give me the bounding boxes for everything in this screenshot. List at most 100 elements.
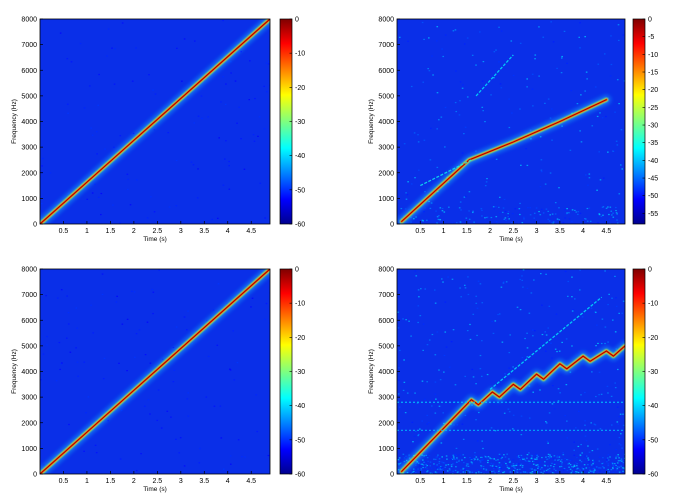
noise-speck — [468, 191, 471, 193]
noise-speck — [495, 158, 498, 160]
noise-speck — [554, 348, 557, 350]
noise-speck — [467, 463, 469, 465]
noise-speck — [573, 449, 576, 451]
noise-speck — [175, 159, 178, 162]
noise-speck — [568, 218, 571, 220]
noise-speck — [103, 357, 106, 359]
noise-speck — [554, 459, 556, 461]
noise-speck — [471, 471, 474, 473]
noise-speck — [534, 453, 537, 456]
noise-speck — [601, 206, 604, 208]
noise-speck — [564, 217, 567, 219]
noise-speck — [467, 293, 470, 296]
noise-speck — [479, 31, 481, 33]
noise-speck — [424, 288, 427, 290]
noise-speck — [53, 218, 55, 220]
x-tick-label: 1.5 — [106, 228, 116, 235]
noise-speck — [610, 35, 612, 37]
y-tick-label: 1000 — [378, 446, 394, 453]
noise-speck — [402, 453, 405, 455]
noise-speck — [597, 222, 599, 224]
noise-speck — [240, 138, 242, 140]
noise-speck — [454, 384, 457, 386]
noise-speck — [421, 219, 424, 221]
noise-speck — [611, 297, 613, 299]
noise-speck — [479, 354, 482, 357]
noise-speck — [481, 456, 483, 459]
noise-speck — [499, 83, 502, 85]
noise-speck — [114, 48, 116, 50]
noise-speck — [621, 447, 623, 449]
noise-speck — [79, 42, 82, 45]
noise-speck — [576, 102, 579, 105]
noise-speck — [83, 450, 85, 452]
noise-speck — [168, 206, 171, 208]
noise-speck — [144, 354, 147, 356]
noise-speck — [553, 462, 556, 464]
noise-speck — [495, 216, 498, 218]
noise-speck — [467, 276, 469, 278]
noise-speck — [426, 381, 428, 383]
noise-speck — [461, 459, 463, 461]
noise-speck — [147, 399, 150, 401]
noise-speck — [494, 320, 497, 322]
noise-speck — [563, 467, 566, 470]
noise-speck — [580, 461, 583, 463]
noise-speck — [428, 37, 430, 39]
noise-speck — [456, 458, 459, 460]
noise-speck — [537, 467, 539, 470]
noise-speck — [550, 342, 552, 344]
noise-speck — [517, 457, 519, 459]
noise-speck — [237, 439, 240, 441]
noise-speck — [417, 462, 420, 464]
noise-speck — [426, 457, 429, 459]
noise-speck — [580, 394, 582, 396]
noise-speck — [482, 110, 484, 112]
noise-speck — [135, 47, 137, 49]
noise-speck — [107, 28, 110, 30]
y-tick-label: 8000 — [378, 267, 394, 274]
noise-speck — [590, 307, 593, 309]
noise-speck — [492, 463, 495, 465]
noise-speck — [106, 55, 108, 57]
noise-speck — [458, 114, 461, 116]
noise-speck — [608, 218, 611, 220]
noise-speck — [560, 459, 563, 461]
noise-speck — [126, 188, 129, 191]
noise-speck — [604, 270, 606, 272]
noise-speck — [443, 354, 446, 357]
colorbar: 0 -10 -20 -30 -40 -50 -60 — [279, 17, 305, 229]
x-tick-label: 2.5 — [508, 228, 518, 235]
y-tick-label: 2000 — [21, 420, 37, 427]
x-tick-label: 3 — [535, 228, 539, 235]
x-tick-label: 3.5 — [199, 478, 209, 485]
noise-speck — [566, 62, 568, 64]
noise-speck — [469, 473, 471, 474]
noise-speck — [611, 466, 614, 469]
noise-speck — [491, 464, 494, 467]
noise-speck — [612, 212, 614, 214]
noise-speck — [587, 464, 589, 466]
noise-speck — [418, 296, 420, 298]
noise-speck — [598, 213, 601, 216]
noise-speck — [257, 135, 259, 137]
noise-speck — [468, 218, 471, 220]
noise-speck — [584, 424, 586, 426]
noise-speck — [464, 414, 467, 416]
noise-speck — [469, 471, 471, 473]
noise-speck — [463, 456, 466, 459]
x-tick-label: 1 — [85, 228, 89, 235]
noise-speck — [131, 290, 133, 293]
noise-speck — [441, 278, 443, 280]
colorbar-tick-label: 0 — [648, 267, 652, 274]
noise-speck — [447, 463, 450, 466]
noise-speck — [95, 131, 98, 133]
noise-speck — [91, 134, 94, 136]
noise-speck — [216, 344, 219, 346]
faint-trace — [420, 159, 472, 187]
noise-speck — [544, 461, 546, 463]
noise-speck — [505, 462, 507, 465]
noise-speck — [592, 460, 595, 462]
noise-speck — [433, 289, 436, 291]
noise-speck — [612, 465, 615, 467]
